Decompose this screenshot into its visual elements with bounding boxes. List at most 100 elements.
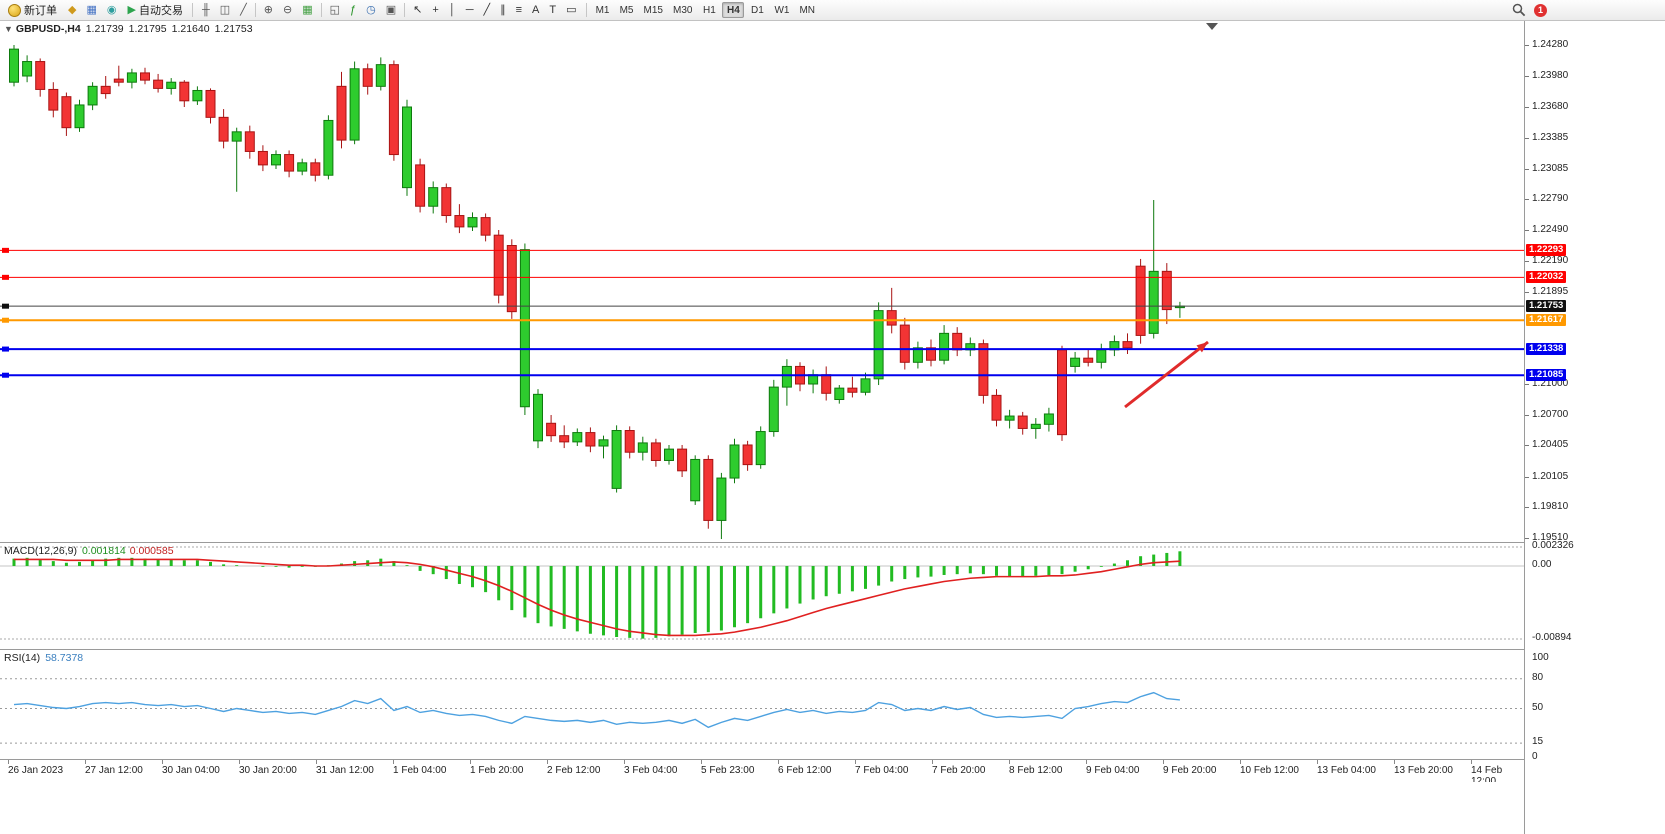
market-watch-button[interactable]: ◆	[63, 2, 81, 19]
time-axis-label: 26 Jan 2023	[8, 765, 64, 776]
candlestick-chart-button[interactable]: ◫	[215, 2, 235, 19]
macd-signal-line	[14, 558, 1180, 637]
rsi-line	[13, 691, 1180, 729]
timeframe-h1-button[interactable]: H1	[698, 2, 720, 18]
price-axis-label: 1.23680	[1532, 101, 1569, 112]
shapes-icon: ▭	[566, 3, 577, 16]
hline-left-marker[interactable]	[2, 372, 9, 378]
trendline-icon: ╱	[483, 3, 491, 16]
time-axis-label: 1 Feb 20:00	[470, 765, 524, 776]
price-axis-tick	[1525, 476, 1529, 478]
time-axis-tick	[1471, 760, 1472, 764]
price-scale[interactable]: 1.24280 1.23980 1.23680 1.23385 1.23085 1.227…	[1524, 21, 1665, 834]
hline-left-marker[interactable]	[2, 317, 9, 323]
main-chart-panel: ▼ GBPUSD-,H4 1.21739 1.21795 1.21640 1.21753	[0, 21, 1524, 543]
chart-shift-marker[interactable]	[1206, 23, 1218, 30]
line-chart-button[interactable]: ╱	[235, 2, 252, 19]
price-axis-tick	[1525, 506, 1529, 508]
timeframe-m5-button[interactable]: M5	[616, 2, 638, 18]
periods-button[interactable]: ◷	[361, 2, 381, 19]
timeframe-m1-button[interactable]: M1	[592, 2, 614, 18]
rsi-panel: RSI(14) 58.7378	[0, 650, 1524, 760]
time-axis[interactable]: 26 Jan 2023 27 Jan 12:00 30 Jan 04:00 30 Ja…	[0, 760, 1524, 782]
symbol-dropdown-icon[interactable]: ▼	[4, 24, 13, 34]
trendline-button[interactable]: ╱	[479, 2, 496, 19]
label-button[interactable]: T	[544, 2, 561, 19]
timeframe-w1-button[interactable]: W1	[770, 2, 793, 18]
timeframe-mn-button[interactable]: MN	[795, 2, 819, 18]
vertical-line-button[interactable]: │	[444, 2, 461, 19]
time-axis-label: 7 Feb 04:00	[855, 765, 909, 776]
templates-button[interactable]: ▣	[381, 2, 401, 19]
crosshair-button[interactable]: +	[427, 2, 443, 19]
candlestick-series	[9, 45, 1185, 540]
rsi-readout: RSI(14) 58.7378	[4, 652, 83, 664]
macd-axis-label: -0.00894	[1532, 632, 1572, 643]
indicators-button[interactable]: ƒ	[345, 2, 361, 19]
price-axis-label: 1.22490	[1532, 224, 1569, 235]
price-axis-label: 1.22190	[1532, 255, 1569, 266]
data-window-button[interactable]: ▦	[81, 2, 101, 19]
zoom-in-button[interactable]: ⊕	[259, 2, 278, 19]
timeframe-m15-button[interactable]: M15	[640, 2, 667, 18]
new-order-button[interactable]: 新订单	[3, 2, 62, 19]
price-axis-tick	[1525, 198, 1529, 200]
shapes-button[interactable]: ▭	[561, 2, 581, 19]
auto-trading-button[interactable]: ▶ 自动交易	[122, 2, 187, 19]
price-axis-tick	[1525, 230, 1529, 231]
timeframe-m30-button[interactable]: M30	[669, 2, 696, 18]
time-axis-label: 3 Feb 04:00	[624, 765, 678, 776]
time-axis-tick	[8, 760, 9, 764]
trend-arrow-annotation[interactable]	[1124, 340, 1209, 409]
navigator-icon: ◉	[106, 3, 117, 16]
price-axis-label: 1.19510	[1532, 532, 1569, 543]
channel-icon: ∥	[500, 3, 506, 16]
rsi-axis-label: 50	[1532, 701, 1544, 713]
toolbar-right-cluster: 1	[1512, 0, 1547, 20]
zoom-out-button[interactable]: ⊖	[278, 2, 297, 19]
new-order-icon	[8, 3, 21, 17]
price-axis-label: 1.19810	[1532, 500, 1569, 512]
hline-left-marker[interactable]	[2, 346, 9, 352]
bar-chart-button[interactable]: ╫	[197, 2, 215, 19]
auto-arrange-button[interactable]: ◱	[325, 2, 345, 19]
rsi-axis-label: 0	[1532, 751, 1538, 762]
toolbar-separator	[254, 3, 256, 17]
chart-title: GBPUSD-,H4	[15, 23, 81, 35]
price-axis-tick	[1525, 415, 1529, 416]
price-badge-1.21085: 1.21085	[1526, 369, 1567, 382]
price-axis-label: 1.20105	[1532, 470, 1569, 482]
timeframe-d1-button[interactable]: D1	[746, 2, 768, 18]
price-axis-label: 1.23980	[1532, 70, 1569, 81]
hline-left-marker[interactable]	[2, 274, 9, 280]
tile-windows-button[interactable]: ▦	[297, 2, 317, 19]
time-axis-tick	[239, 760, 240, 764]
fibonacci-icon: ≡	[515, 3, 523, 16]
hline-left-marker[interactable]	[2, 247, 9, 253]
rsi-canvas[interactable]	[0, 650, 1524, 759]
notification-badge[interactable]: 1	[1534, 3, 1547, 17]
price-axis-tick	[1525, 384, 1529, 385]
price-axis-label: 1.21000	[1532, 378, 1569, 389]
ohlc-low: 1.21640	[171, 23, 210, 35]
channel-button[interactable]: ∥	[495, 2, 511, 19]
time-axis-label: 30 Jan 20:00	[239, 765, 297, 776]
horizontal-line-button[interactable]: ─	[461, 2, 479, 19]
current-price-badge: 1.21753	[1526, 300, 1567, 313]
cursor-button[interactable]: ↖	[408, 2, 427, 19]
toolbar-separator	[191, 3, 193, 17]
search-icon[interactable]	[1512, 3, 1526, 17]
time-axis-tick	[547, 760, 548, 764]
navigator-button[interactable]: ◉	[102, 2, 122, 19]
time-axis-tick	[470, 760, 471, 764]
market-watch-icon: ◆	[68, 3, 77, 16]
price-chart-canvas[interactable]	[0, 21, 1524, 542]
ohlc-close: 1.21753	[214, 23, 253, 35]
templates-icon: ▣	[385, 3, 397, 16]
fibonacci-button[interactable]: ≡	[511, 2, 527, 19]
macd-axis-label: 0.00	[1532, 559, 1552, 570]
text-button[interactable]: A	[527, 2, 544, 19]
timeframe-h4-button[interactable]: H4	[722, 2, 745, 18]
candlestick-chart-icon: ◫	[219, 3, 231, 16]
macd-canvas[interactable]	[0, 543, 1524, 649]
